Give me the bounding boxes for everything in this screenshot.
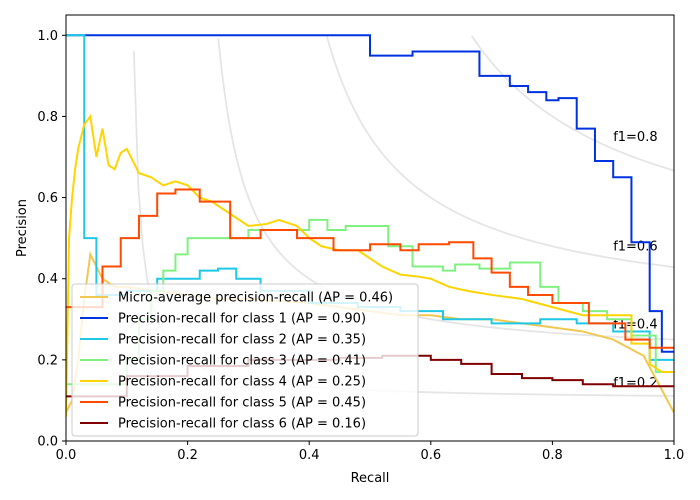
y-tick-label: 0.4 (37, 272, 58, 287)
legend-label-2: Precision-recall for class 2 (AP = 0.35) (118, 333, 366, 348)
iso-f1-curve (326, 36, 674, 269)
y-tick-label: 1.0 (37, 29, 58, 44)
x-tick-label: 1.0 (664, 448, 685, 463)
y-tick-label: 0.8 (37, 110, 58, 125)
y-tick-label: 0.0 (37, 435, 58, 450)
x-axis-label: Recall (351, 471, 390, 486)
iso-f1-curve (470, 35, 674, 172)
x-tick-label: 0.4 (299, 448, 320, 463)
series-line-4 (66, 113, 674, 417)
iso-f1-label: f1=0.8 (613, 130, 657, 145)
legend-label-3: Precision-recall for class 3 (AP = 0.41) (118, 354, 366, 369)
y-tick-label: 0.2 (37, 353, 58, 368)
legend-box (71, 283, 419, 437)
legend-label-4: Precision-recall for class 4 (AP = 0.25) (118, 375, 366, 390)
y-tick-label: 0.6 (37, 191, 58, 206)
y-axis-label: Precision (15, 199, 30, 257)
legend: Micro-average precision-recall (AP = 0.4… (71, 283, 419, 437)
x-tick-label: 0.0 (56, 448, 77, 463)
legend-label-1: Precision-recall for class 1 (AP = 0.90) (118, 312, 366, 327)
legend-label-5: Precision-recall for class 5 (AP = 0.45) (118, 396, 366, 411)
plot-frame (65, 14, 675, 442)
iso-f1-label: f1=0.4 (613, 318, 657, 333)
series-line-1 (66, 34, 674, 353)
legend-label-6: Precision-recall for class 6 (AP = 0.16) (118, 417, 366, 432)
legend-label-0: Micro-average precision-recall (AP = 0.4… (118, 291, 393, 306)
iso-f1-label: f1=0.2 (613, 376, 657, 391)
x-tick-label: 0.2 (177, 448, 198, 463)
x-tick-label: 0.8 (542, 448, 563, 463)
series-line-5 (66, 188, 674, 349)
iso-f1-labels: f1=0.2f1=0.4f1=0.6f1=0.8 (613, 130, 657, 391)
x-axis-ticks: 0.0 0.2 0.4 0.6 0.8 1.0 (56, 441, 685, 463)
y-axis-ticks: 0.0 0.2 0.4 0.6 0.8 1.0 (37, 29, 66, 450)
x-tick-label: 0.6 (420, 448, 441, 463)
